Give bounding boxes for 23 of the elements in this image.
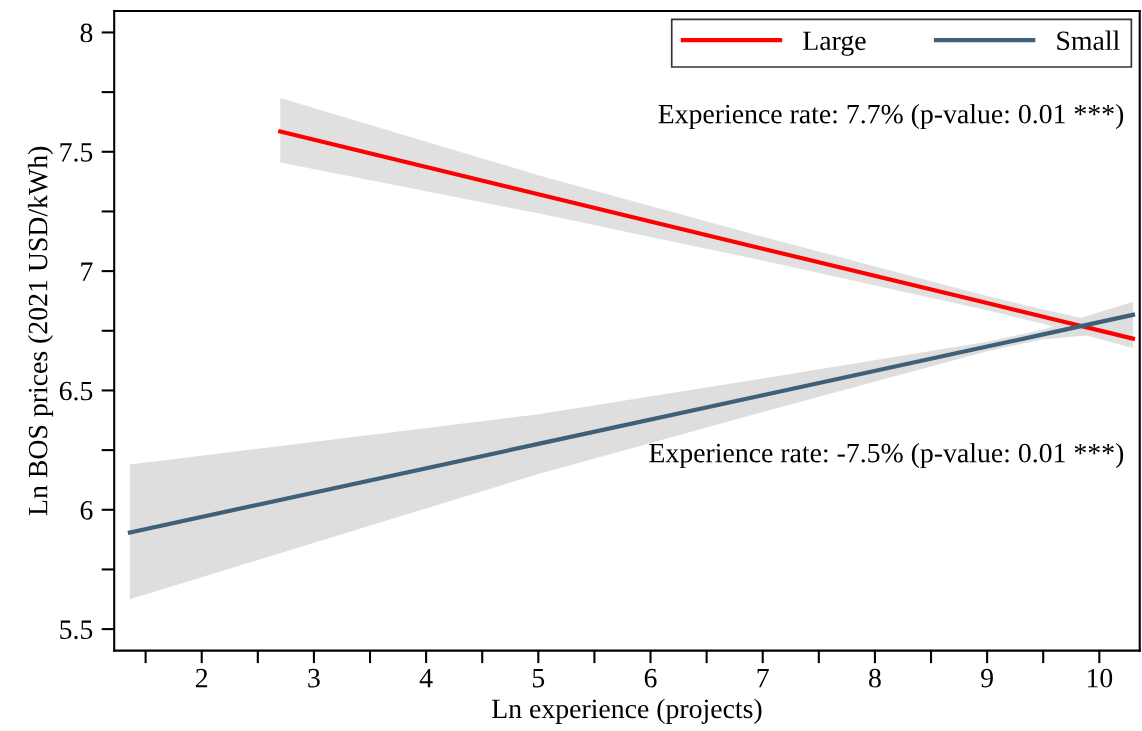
x-tick-label: 8 [869, 668, 881, 688]
y-tick-label: 8 [80, 23, 93, 43]
line-series [278, 129, 1136, 341]
x-tick-label: 9 [981, 668, 993, 688]
y-tick-label: 5.5 [60, 620, 93, 640]
line-series [127, 312, 1136, 535]
y-tick-label: 7.5 [60, 143, 93, 162]
x-tick-label: 10 [1087, 668, 1113, 688]
x-tick-label: 2 [195, 668, 208, 688]
annotation: Experience rate: 7.7% (p-value: 0.01 ***) [658, 103, 1124, 130]
legend-label: Small [1057, 30, 1120, 51]
x-tick-label: 6 [644, 668, 657, 688]
x-axis-title: Ln experience (projects) [492, 698, 762, 724]
y-axis-title: Ln BOS prices (2021 USD/kWh) [27, 146, 54, 516]
x-tick-label: 7 [757, 669, 769, 688]
legend-label: Large [803, 31, 866, 56]
y-tick-label: 6.5 [59, 381, 93, 401]
annotation: Experience rate: -7.5% (p-value: 0.01 ***) [649, 442, 1124, 469]
x-tick-label: 3 [308, 668, 320, 688]
y-tick-label: 6 [80, 501, 93, 520]
x-tick-label: 5 [532, 669, 545, 688]
x-tick-label: 4 [419, 668, 433, 688]
y-tick-label: 7 [81, 262, 93, 281]
